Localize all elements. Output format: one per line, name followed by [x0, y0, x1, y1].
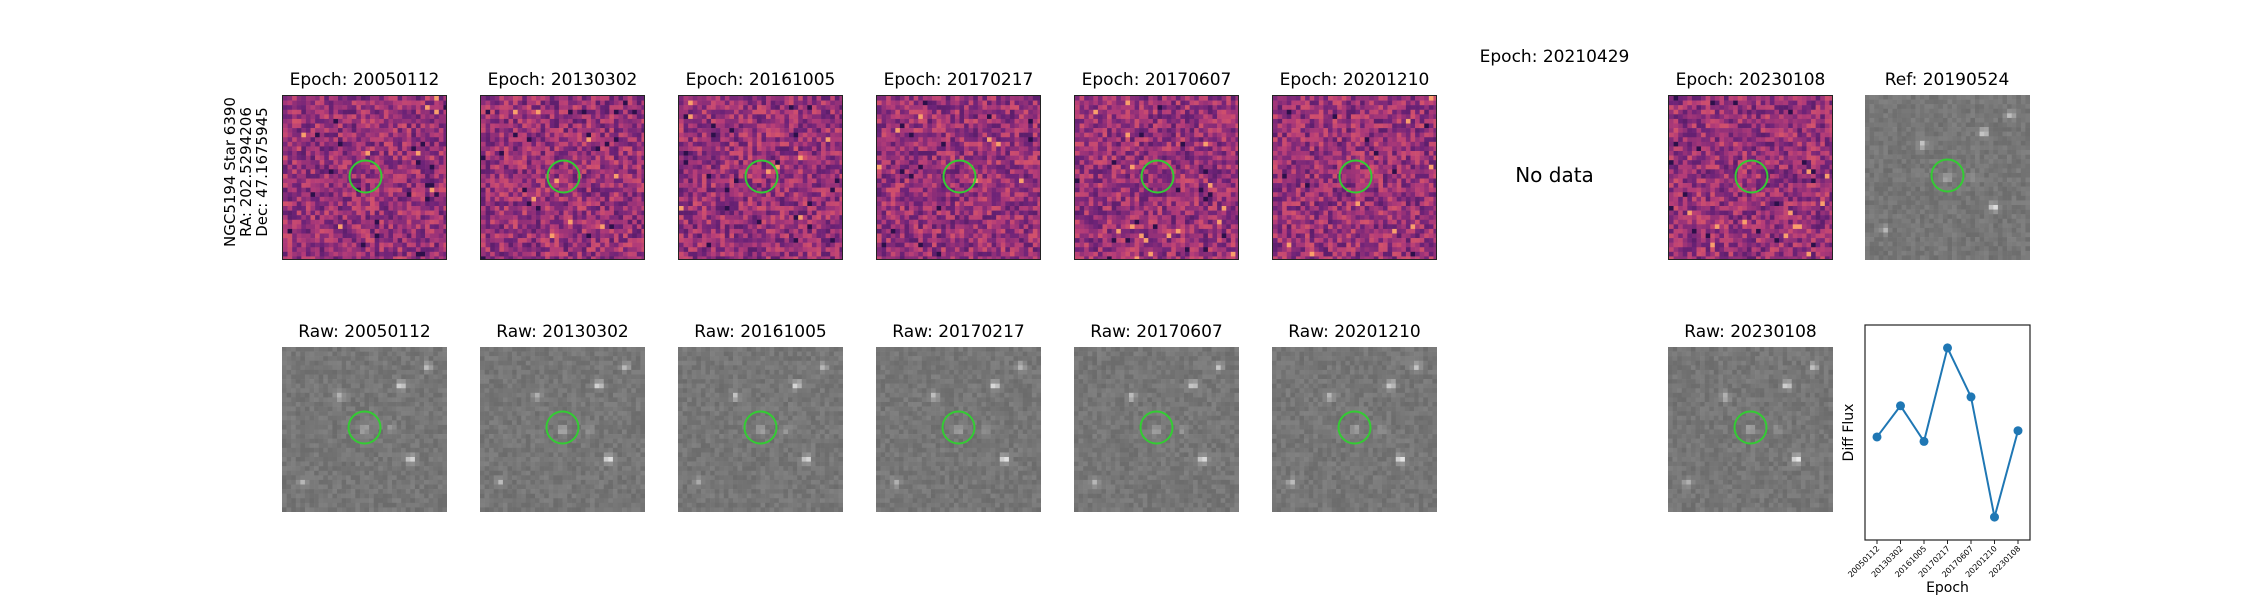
- target-aperture-circle: [1140, 159, 1175, 194]
- raw-image: [678, 347, 843, 512]
- reference-image: [1865, 95, 2030, 260]
- target-aperture-circle: [347, 410, 382, 445]
- data-point: [1990, 512, 1999, 522]
- difference-image: [1074, 95, 1239, 260]
- raw-title: Raw: 20170607: [1090, 322, 1223, 342]
- raw-title: Raw: 20161005: [694, 322, 827, 342]
- raw-title: Raw: 20130302: [496, 322, 629, 342]
- difference-image: [480, 95, 645, 260]
- target-aperture-circle: [546, 159, 581, 194]
- difference-image: [282, 95, 447, 260]
- epoch-title: Epoch: 20230108: [1675, 70, 1826, 90]
- reference-title: Ref: 20190524: [1884, 70, 2010, 90]
- raw-image: [876, 347, 1041, 512]
- target-aperture-circle: [1338, 159, 1373, 194]
- raw-image: [1074, 347, 1239, 512]
- no-data-label: No data: [1515, 163, 1594, 187]
- plot-frame: [1864, 324, 2031, 541]
- raw-title: Raw: 20230108: [1684, 322, 1817, 342]
- difference-image: [876, 95, 1041, 260]
- x-axis-label: Epoch: [1926, 580, 1969, 596]
- target-aperture-circle: [942, 159, 977, 194]
- raw-image: [1668, 347, 1833, 512]
- data-point: [1966, 392, 1976, 402]
- y-axis-label: Diff Flux: [1841, 404, 1857, 462]
- epoch-title: Epoch: 20161005: [685, 70, 836, 90]
- data-point: [1943, 343, 1952, 353]
- raw-title: Raw: 20050112: [298, 322, 431, 342]
- target-aperture-circle: [743, 410, 778, 445]
- epoch-title: Epoch: 20050112: [289, 70, 440, 90]
- target-aperture-circle: [1337, 410, 1372, 445]
- raw-image: [480, 347, 645, 512]
- raw-title: Raw: 20170217: [892, 322, 1025, 342]
- target-aperture-circle: [1734, 159, 1769, 194]
- target-aperture-circle: [744, 159, 779, 194]
- difference-image: [1272, 95, 1437, 260]
- target-dec: Dec: 47.1675945: [253, 107, 271, 237]
- data-point: [1919, 436, 1929, 446]
- epoch-title: Epoch: 20170607: [1081, 70, 1232, 90]
- target-aperture-circle: [545, 410, 580, 445]
- data-point: [1896, 401, 1905, 411]
- target-ra: RA: 202.5294206: [237, 107, 255, 237]
- target-aperture-circle: [941, 410, 976, 445]
- target-aperture-circle: [1930, 158, 1965, 193]
- target-aperture-circle: [1139, 410, 1174, 445]
- epoch-title: Epoch: 20170217: [883, 70, 1034, 90]
- epoch-title: Epoch: 20210429: [1479, 47, 1630, 67]
- light-curve-chart: 20050112 20130302 20161005 20170217 20170607…: [1841, 324, 2031, 596]
- raw-title: Raw: 20201210: [1288, 322, 1421, 342]
- epoch-title: Epoch: 20201210: [1279, 70, 1430, 90]
- target-aperture-circle: [348, 159, 383, 194]
- target-name: NGC5194 Star 6390: [221, 97, 239, 247]
- raw-image: [282, 347, 447, 512]
- data-point: [2013, 426, 2023, 436]
- data-point: [1872, 432, 1882, 442]
- series-line: [1876, 344, 2019, 518]
- target-aperture-circle: [1733, 410, 1768, 445]
- difference-image: [1668, 95, 1833, 260]
- raw-image: [1272, 347, 1437, 512]
- epoch-title: Epoch: 20130302: [487, 70, 638, 90]
- difference-image: [678, 95, 843, 260]
